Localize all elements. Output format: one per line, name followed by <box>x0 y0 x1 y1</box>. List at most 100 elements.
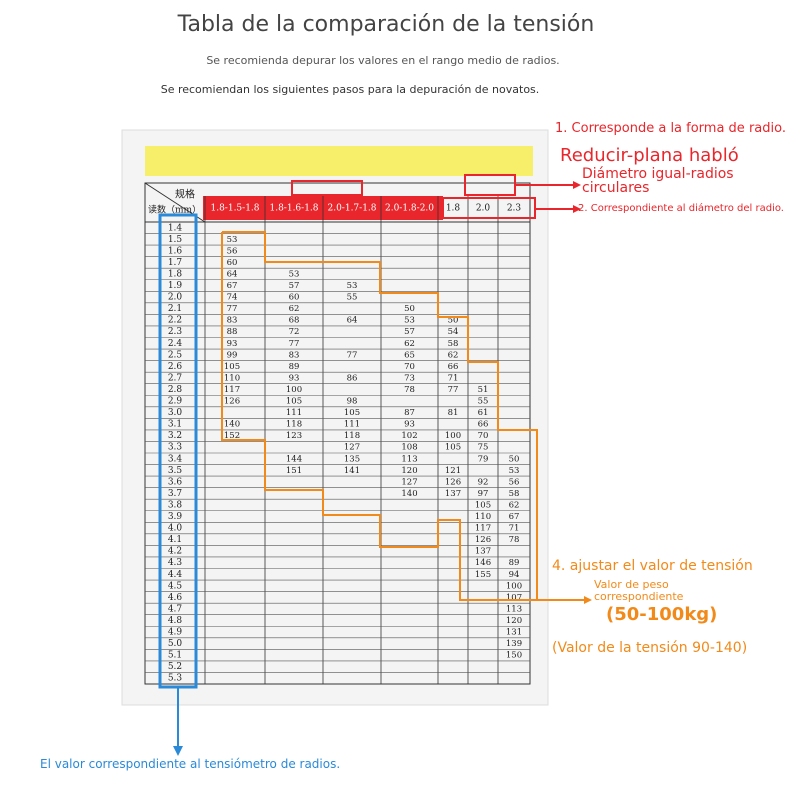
tension-cell: 117 <box>224 385 240 395</box>
blue-arrowhead <box>173 746 183 756</box>
reading: 2.7 <box>168 373 183 383</box>
tension-cell: 78 <box>509 535 520 545</box>
reading: 3.7 <box>168 489 183 499</box>
tension-cell: 55 <box>347 293 358 303</box>
tension-cell: 57 <box>289 281 300 291</box>
round-note: Diámetro igual-radios circulares <box>582 166 734 196</box>
column-header: 2.0 <box>476 204 491 214</box>
tension-cell: 86 <box>347 373 358 383</box>
tension-cell: 64 <box>227 269 238 279</box>
reading: 1.7 <box>168 258 183 268</box>
tension-cell: 71 <box>448 373 459 383</box>
reading: 3.1 <box>168 420 182 430</box>
tension-cell: 64 <box>347 316 358 326</box>
tension-cell: 62 <box>509 500 520 510</box>
tension-cell: 140 <box>224 420 240 430</box>
reading: 4.2 <box>168 547 182 557</box>
tension-cell: 93 <box>227 339 238 349</box>
tension-cell: 126 <box>445 477 461 487</box>
tension-cell: 83 <box>227 316 238 326</box>
tension-cell: 94 <box>509 570 520 580</box>
tension-cell: 79 <box>478 454 489 464</box>
tension-cell: 123 <box>286 431 302 441</box>
reading: 2.8 <box>168 385 183 395</box>
red-box <box>291 180 363 196</box>
tension-cell: 152 <box>224 431 240 441</box>
tension-cell: 140 <box>401 489 417 499</box>
tension-cell: 53 <box>227 235 238 245</box>
reading: 3.9 <box>168 512 183 522</box>
tension-cell: 131 <box>506 628 522 638</box>
tension-cell: 77 <box>448 385 459 395</box>
reading: 3.4 <box>168 454 183 464</box>
tension-cell: 70 <box>404 362 415 372</box>
tension-cell: 89 <box>509 558 520 568</box>
tension-cell: 118 <box>286 420 302 430</box>
tension-cell: 56 <box>227 246 238 256</box>
tension-cell: 100 <box>506 581 522 591</box>
tension-cell: 71 <box>509 524 520 534</box>
column-header: 2.3 <box>507 204 522 214</box>
tension-cell: 77 <box>289 339 300 349</box>
tension-cell: 57 <box>404 327 415 337</box>
tension-cell: 53 <box>289 269 300 279</box>
tension-cell: 139 <box>506 639 522 649</box>
tension-cell: 58 <box>509 489 520 499</box>
tension-cell: 144 <box>286 454 302 464</box>
tension-cell: 74 <box>227 293 238 303</box>
reading: 4.5 <box>168 581 183 591</box>
tension-cell: 102 <box>401 431 417 441</box>
reading: 3.8 <box>168 500 183 510</box>
tension-cell: 67 <box>227 281 238 291</box>
step4: 4. ajustar el valor de tensión <box>552 558 753 574</box>
tension-cell: 60 <box>227 258 238 268</box>
tension-cell: 55 <box>478 397 489 407</box>
tension-cell: 141 <box>344 466 360 476</box>
tension-cell: 61 <box>478 408 489 418</box>
reading: 3.5 <box>168 466 183 476</box>
tension-cell: 70 <box>478 431 489 441</box>
tension-cell: 87 <box>404 408 415 418</box>
tension-cell: 53 <box>404 316 415 326</box>
tension-cell: 150 <box>506 651 522 661</box>
tension-cell: 62 <box>404 339 415 349</box>
column-header: 2.0-1.8-2.0 <box>385 204 434 214</box>
tension-cell: 146 <box>475 558 491 568</box>
tension-cell: 81 <box>448 408 459 418</box>
reading: 5.1 <box>168 651 182 661</box>
tension-cell: 127 <box>344 443 360 453</box>
tension-cell: 135 <box>344 454 360 464</box>
tension-cell: 107 <box>506 593 522 603</box>
reading: 1.9 <box>168 281 183 291</box>
tension-range: (Valor de la tensión 90-140) <box>552 640 748 656</box>
tension-cell: 56 <box>509 477 520 487</box>
reading: 2.9 <box>168 397 183 407</box>
column-header: 1.8 <box>446 204 461 214</box>
column-header: 1.8-1.5-1.8 <box>210 204 259 214</box>
tension-cell: 72 <box>289 327 300 337</box>
tension-cell: 110 <box>224 373 240 383</box>
tension-cell: 111 <box>344 420 360 430</box>
reading: 2.2 <box>168 316 182 326</box>
reading: 2.0 <box>168 293 183 303</box>
reading: 3.6 <box>168 477 183 487</box>
reading: 2.6 <box>168 362 183 372</box>
tension-cell: 53 <box>509 466 520 476</box>
tension-cell: 100 <box>445 431 461 441</box>
tension-cell: 50 <box>404 304 415 314</box>
reading: 4.3 <box>168 558 183 568</box>
paper <box>121 129 549 706</box>
flat-note: Reducir-plana habló <box>560 145 739 166</box>
tension-cell: 89 <box>289 362 300 372</box>
tension-cell: 75 <box>478 443 489 453</box>
tension-cell: 117 <box>475 524 491 534</box>
step2: 2. Correspondiente al diámetro del radio… <box>578 203 784 214</box>
tension-cell: 88 <box>227 327 238 337</box>
tension-cell: 105 <box>344 408 360 418</box>
reading-label: 读数（mm） <box>148 204 201 216</box>
tension-cell: 155 <box>475 570 491 580</box>
orange-arrowhead <box>584 596 592 604</box>
step1: 1. Corresponde a la forma de radio. <box>555 121 786 136</box>
